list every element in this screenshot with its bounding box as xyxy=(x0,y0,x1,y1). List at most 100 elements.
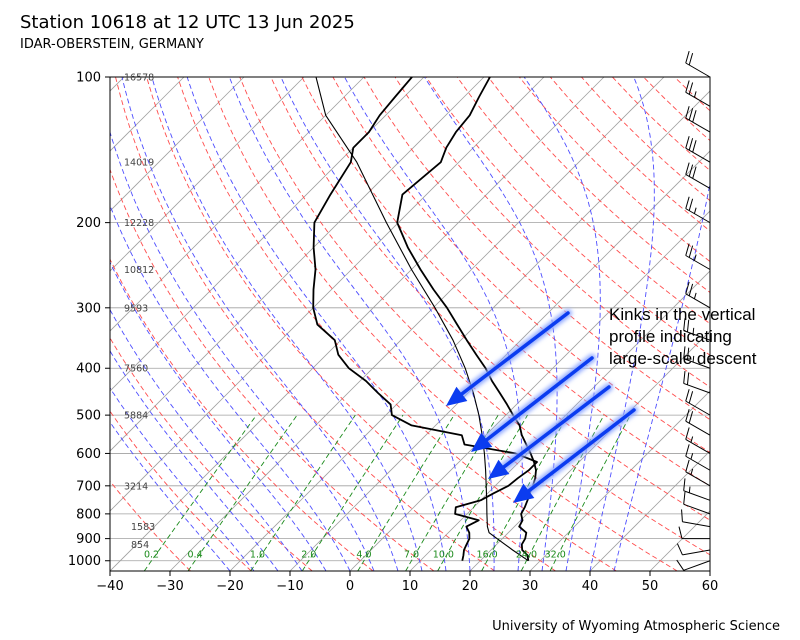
barb-flag xyxy=(683,346,686,359)
moist-adiabat xyxy=(110,350,279,571)
barb-staff xyxy=(683,503,711,515)
moist-adiabat xyxy=(424,77,558,571)
wind-barb xyxy=(685,459,711,487)
dry-adiabat xyxy=(110,168,435,571)
mixing-ratio-line xyxy=(357,414,455,571)
barb-staff xyxy=(683,330,711,341)
dry-adiabat xyxy=(146,77,556,571)
background-lines xyxy=(110,77,710,571)
barb-flag xyxy=(683,491,686,505)
height-label: 10812 xyxy=(124,265,154,276)
height-label: 9593 xyxy=(124,303,148,314)
barb-flag xyxy=(686,347,690,361)
y-tick-label: 400 xyxy=(76,362,101,377)
isotherm xyxy=(229,90,710,571)
dry-adiabat xyxy=(425,77,710,356)
wind-barbs xyxy=(676,50,711,571)
moist-adiabat xyxy=(613,181,710,571)
barb-staff xyxy=(683,382,711,394)
barb-flag xyxy=(688,108,694,121)
wind-barb xyxy=(685,389,711,416)
credit-text: University of Wyoming Atmospheric Scienc… xyxy=(492,619,780,634)
wind-barb xyxy=(685,136,711,163)
arrow-shaft xyxy=(502,385,611,469)
wind-barb xyxy=(685,50,711,78)
mixing-ratio-label: 1.0 xyxy=(250,550,265,561)
barb-staff xyxy=(685,455,711,471)
barb-staff xyxy=(685,400,711,416)
wind-barb xyxy=(683,478,711,501)
barb-staff xyxy=(685,471,711,487)
wind-barb xyxy=(676,559,711,571)
barb-flag xyxy=(688,52,694,66)
dry-adiabat xyxy=(239,77,710,556)
dry-adiabat xyxy=(110,480,191,571)
height-label: 1583 xyxy=(131,522,155,533)
moist-adiabat xyxy=(110,130,375,571)
barb-flag xyxy=(688,245,694,258)
moist-adiabat xyxy=(228,77,471,571)
dry-adiabat xyxy=(110,410,252,571)
dry-adiabat xyxy=(394,77,710,388)
dry-adiabat xyxy=(115,77,495,571)
barb-flag xyxy=(685,444,690,457)
dry-adiabat xyxy=(177,77,617,571)
annotation-text: Kinks in the vertical profile indicating… xyxy=(609,305,757,368)
dewpoint-line xyxy=(312,77,538,561)
mixing-ratio-label: 10.0 xyxy=(433,550,454,561)
arrow-shaft xyxy=(527,408,636,493)
isotherm xyxy=(589,450,710,571)
dry-adiabat xyxy=(332,77,710,454)
barb-staff xyxy=(685,117,711,133)
height-label: 854 xyxy=(131,540,149,551)
mixing-ratio-line xyxy=(143,414,257,571)
annotation-arrow xyxy=(488,383,613,479)
barb-flag xyxy=(688,391,694,404)
x-tick-label: −30 xyxy=(156,579,183,594)
mixing-ratio-label: 16.0 xyxy=(477,550,498,561)
isotherm xyxy=(110,77,125,92)
barb-flag xyxy=(688,198,694,211)
annotation-arrow xyxy=(513,406,638,503)
barb-staff xyxy=(685,255,711,270)
isotherm xyxy=(349,210,710,571)
barb-flag xyxy=(685,162,690,175)
mixing-ratio-label: 24.0 xyxy=(516,550,537,561)
y-tick-label: 1000 xyxy=(68,554,101,569)
height-label: 16578 xyxy=(124,73,154,84)
arrow-head xyxy=(446,386,468,406)
barb-flag xyxy=(686,372,690,385)
barb-staff xyxy=(683,358,711,369)
barb-flag xyxy=(688,411,694,424)
barb-staff xyxy=(683,560,711,571)
wind-barb xyxy=(683,318,711,341)
barb-staff xyxy=(682,549,711,556)
barb-flag xyxy=(683,478,686,491)
barb-flag xyxy=(685,243,690,256)
barb-staff xyxy=(685,208,711,224)
wind-barb xyxy=(685,427,711,454)
barb-staff xyxy=(682,521,711,528)
x-tick-label: 40 xyxy=(582,579,599,594)
axes: −40 −30 −20 −10 0 10 20 30 40 50 60 100 200 300 400 500… xyxy=(68,71,718,595)
y-tick-label: 100 xyxy=(76,71,101,86)
isotherm xyxy=(110,77,365,332)
barb-flag xyxy=(683,318,686,331)
mixing-ratio-label: 32.0 xyxy=(545,550,566,561)
y-tick-label: 700 xyxy=(76,479,101,494)
y-tick-label: 600 xyxy=(76,447,101,462)
barb-half-flag xyxy=(688,486,691,493)
isotherm xyxy=(469,330,710,571)
mixing-ratio-label: 0.2 xyxy=(144,550,159,561)
y-tick-label: 800 xyxy=(76,507,101,522)
isotherm xyxy=(110,77,545,512)
isotherm xyxy=(110,77,185,152)
x-tick-label: −10 xyxy=(276,579,303,594)
barb-flag xyxy=(688,164,694,177)
wind-barb xyxy=(685,444,711,471)
height-label: 5884 xyxy=(124,411,148,422)
barb-flag xyxy=(692,166,697,179)
x-tick-label: 30 xyxy=(522,579,539,594)
height-label: 3214 xyxy=(124,481,148,492)
barb-flag xyxy=(688,283,694,296)
